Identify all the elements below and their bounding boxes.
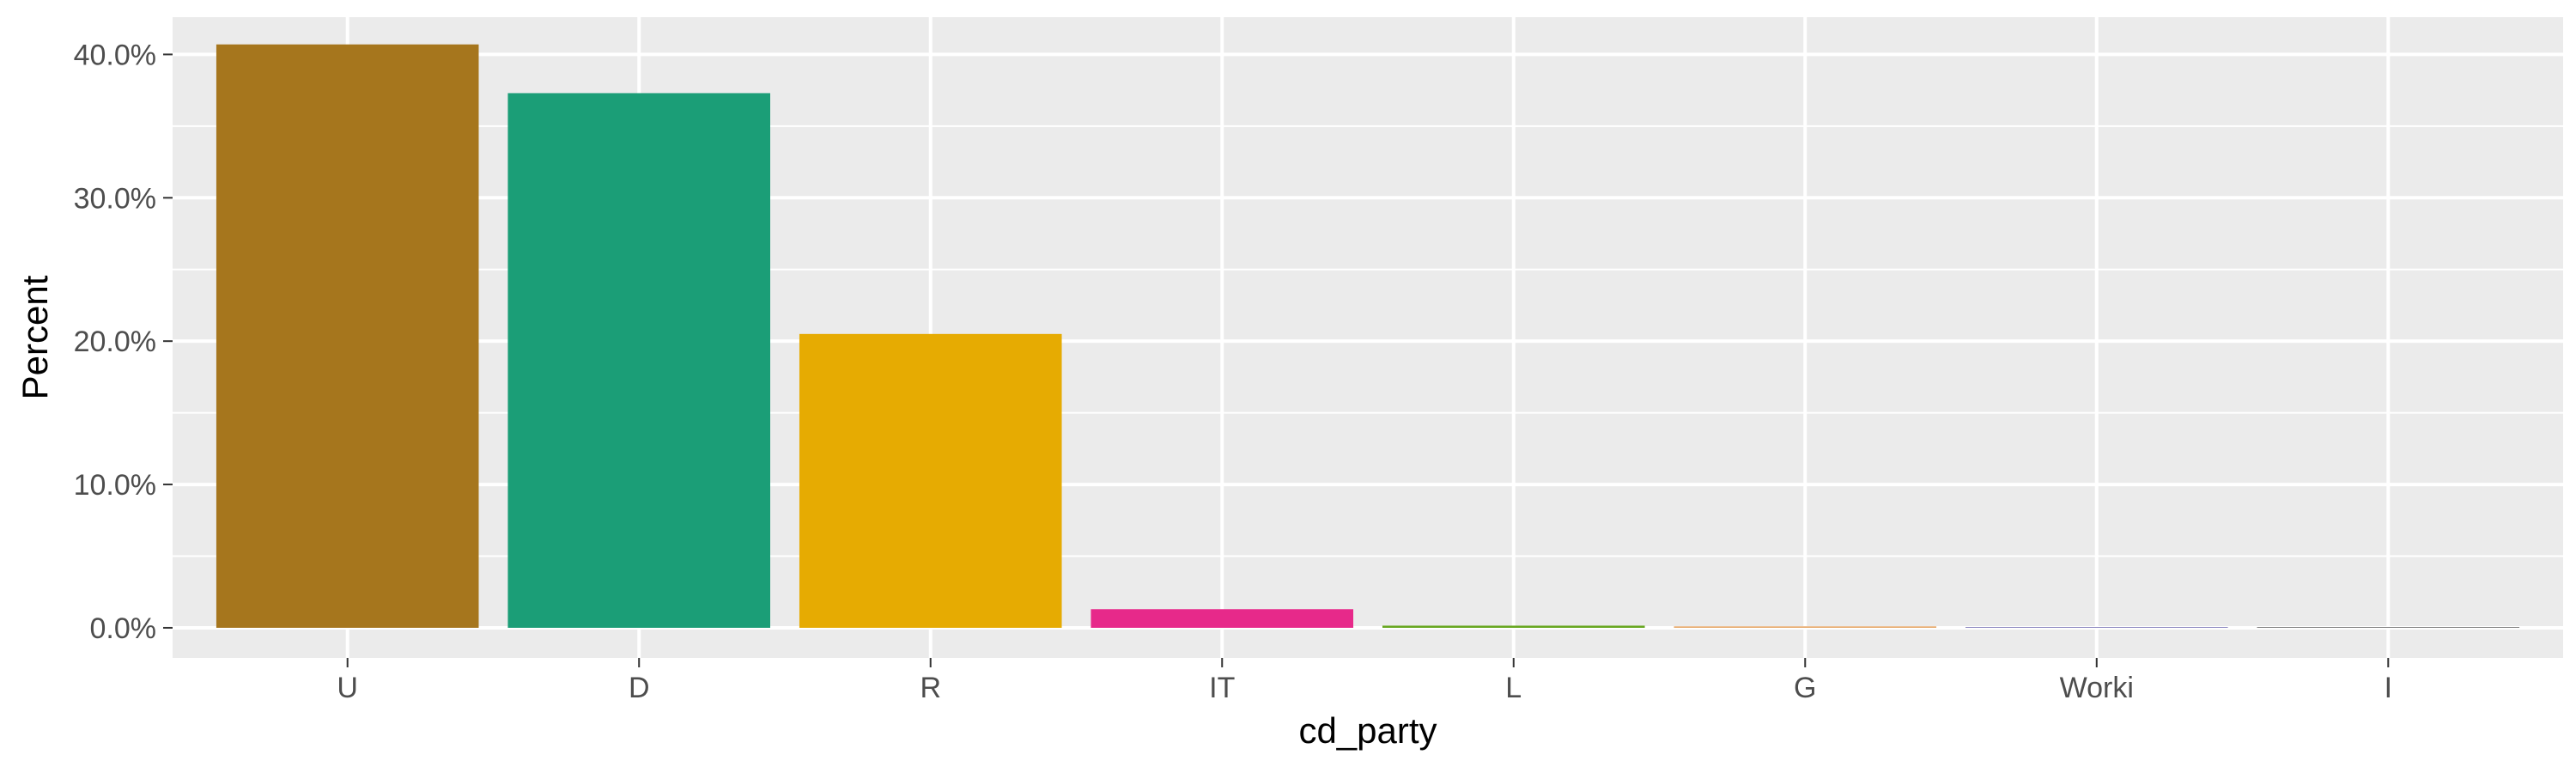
bar-d — [507, 93, 770, 628]
x-axis: U D R IT L G Worki I — [337, 658, 2392, 704]
bar-i — [2257, 627, 2520, 628]
bar-g — [1674, 626, 1936, 628]
bar-l — [1382, 625, 1645, 628]
x-tick-label: I — [2385, 672, 2392, 704]
bar-u — [216, 45, 479, 628]
x-tick-label: U — [337, 672, 358, 704]
x-tick-label: Worki — [2060, 672, 2134, 704]
bar-r — [799, 334, 1062, 628]
bar-worki — [1965, 627, 2228, 628]
y-tick-label: 10.0% — [74, 469, 156, 502]
x-axis-title: cd_party — [1298, 710, 1437, 751]
x-tick-label: D — [629, 672, 650, 704]
x-tick-label: IT — [1209, 672, 1235, 704]
x-tick-label: R — [920, 672, 941, 704]
x-tick-label: L — [1505, 672, 1522, 704]
y-tick-label: 0.0% — [90, 612, 157, 645]
x-tick-label: G — [1794, 672, 1816, 704]
y-axis-title: Percent — [15, 275, 55, 399]
y-axis: 0.0% 10.0% 20.0% 30.0% 40.0% — [74, 39, 173, 645]
y-tick-label: 30.0% — [74, 182, 156, 215]
y-tick-label: 40.0% — [74, 39, 156, 71]
bar-it — [1091, 609, 1353, 628]
y-tick-label: 20.0% — [74, 326, 156, 358]
